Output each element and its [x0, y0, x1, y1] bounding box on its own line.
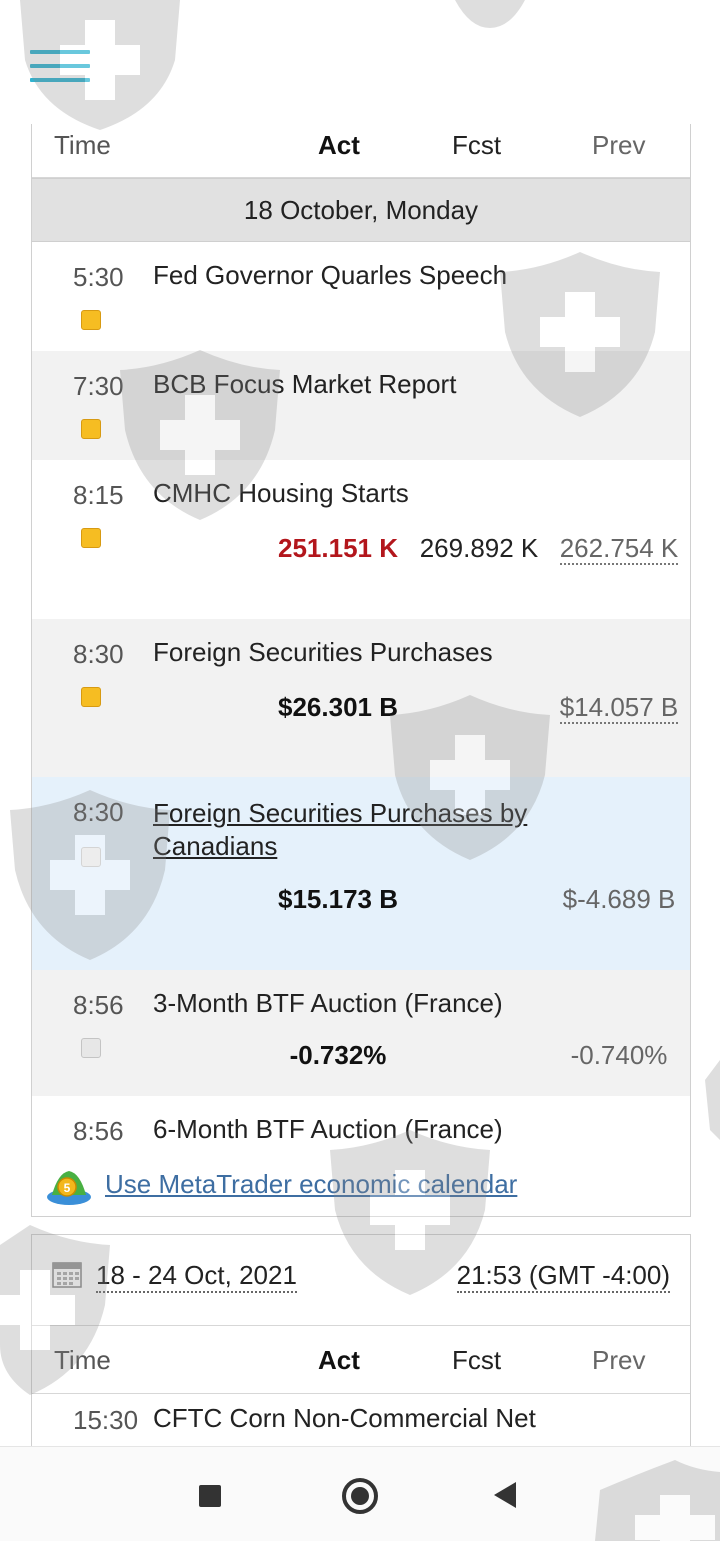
event-title[interactable]: BCB Focus Market Report [153, 369, 457, 399]
range-bar: 18 - 24 Oct, 2021 21:53 (GMT -4:00) [32, 1235, 690, 1326]
actual-value: -0.732% [289, 1040, 387, 1070]
home-button[interactable] [342, 1478, 378, 1514]
importance-medium-icon [81, 419, 101, 439]
day-header: 18 October, Monday [32, 178, 690, 242]
recents-button[interactable] [199, 1485, 221, 1507]
actual-value: $15.173 B [278, 884, 398, 914]
event-row[interactable]: 8:56 3-Month BTF Auction (France) -0.732… [32, 970, 690, 1096]
column-header: Time Act Fcst Prev [32, 124, 690, 178]
actual-value: $26.301 B [278, 692, 398, 722]
col-prev[interactable]: Prev [592, 1345, 646, 1375]
event-row[interactable]: 7:30 BCB Focus Market Report [32, 351, 690, 460]
actual-value: 251.151 K [278, 533, 398, 563]
event-title[interactable]: 6-Month BTF Auction (France) [153, 1114, 503, 1144]
system-nav-bar [0, 1446, 720, 1541]
importance-medium-icon [81, 310, 101, 330]
event-title[interactable]: CFTC Corn Non-Commercial Net [153, 1403, 536, 1433]
event-row-selected[interactable]: 8:30 Foreign Securities Purchases by Can… [32, 777, 690, 970]
event-row[interactable]: 5:30 Fed Governor Quarles Speech [32, 242, 690, 351]
importance-medium-icon [81, 687, 101, 707]
event-time: 15:30 [73, 1405, 139, 1435]
col-fcst[interactable]: Fcst [452, 1345, 502, 1375]
event-time: 8:56 [73, 990, 124, 1020]
column-header: Time Act Fcst Prev [32, 1326, 690, 1394]
date-range-selector[interactable]: 18 - 24 Oct, 2021 [96, 1260, 297, 1293]
previous-value[interactable]: $14.057 B [559, 692, 679, 724]
previous-value: -0.740% [570, 1040, 668, 1070]
col-time[interactable]: Time [54, 130, 111, 160]
app-bar [0, 0, 720, 124]
timezone-selector[interactable]: 21:53 (GMT -4:00) [456, 1260, 670, 1293]
event-time: 8:56 [73, 1116, 124, 1146]
col-fcst[interactable]: Fcst [452, 130, 502, 160]
importance-medium-icon [81, 528, 101, 548]
col-time[interactable]: Time [54, 1345, 111, 1375]
event-time: 8:30 [73, 797, 124, 827]
event-time: 7:30 [73, 371, 124, 401]
forecast-value: 269.892 K [419, 533, 539, 563]
col-act[interactable]: Act [318, 1345, 360, 1375]
economic-calendar-panel: Time Act Fcst Prev 18 October, Monday 5:… [31, 124, 691, 1217]
importance-low-icon [81, 847, 101, 867]
metatrader-logo-icon: 5 [47, 1171, 91, 1205]
event-time: 8:30 [73, 639, 124, 669]
event-title[interactable]: 3-Month BTF Auction (France) [153, 988, 503, 1018]
metatrader-link-row[interactable]: 5 Use MetaTrader economic calendar [32, 1155, 690, 1216]
col-prev[interactable]: Prev [592, 130, 646, 160]
previous-value[interactable]: 262.754 K [559, 533, 679, 565]
hamburger-menu-icon[interactable] [30, 50, 90, 86]
col-act[interactable]: Act [318, 130, 360, 160]
event-time: 5:30 [73, 262, 124, 292]
event-title[interactable]: Fed Governor Quarles Speech [153, 260, 508, 290]
importance-low-icon [81, 1038, 101, 1058]
event-time: 8:15 [73, 480, 124, 510]
event-row[interactable]: 8:15 CMHC Housing Starts 251.151 K 269.8… [32, 460, 690, 619]
metatrader-link[interactable]: Use MetaTrader economic calendar [105, 1169, 518, 1199]
event-row[interactable]: 15:30 CFTC Corn Non-Commercial Net [32, 1394, 690, 1454]
weekly-calendar-widget: 18 - 24 Oct, 2021 21:53 (GMT -4:00) Time… [31, 1234, 691, 1466]
event-title[interactable]: Foreign Securities Purchases [153, 637, 493, 667]
event-title[interactable]: CMHC Housing Starts [153, 478, 409, 508]
calendar-icon[interactable] [52, 1259, 82, 1289]
previous-value: $-4.689 B [562, 884, 676, 914]
svg-text:5: 5 [64, 1181, 71, 1195]
back-button[interactable] [494, 1482, 516, 1508]
watermark-shield-icon [705, 1060, 720, 1140]
event-row[interactable]: 8:30 Foreign Securities Purchases $26.30… [32, 619, 690, 777]
event-row[interactable]: 8:56 6-Month BTF Auction (France) [32, 1096, 690, 1156]
event-title-link[interactable]: Foreign Securities Purchases by Canadian… [153, 798, 528, 861]
